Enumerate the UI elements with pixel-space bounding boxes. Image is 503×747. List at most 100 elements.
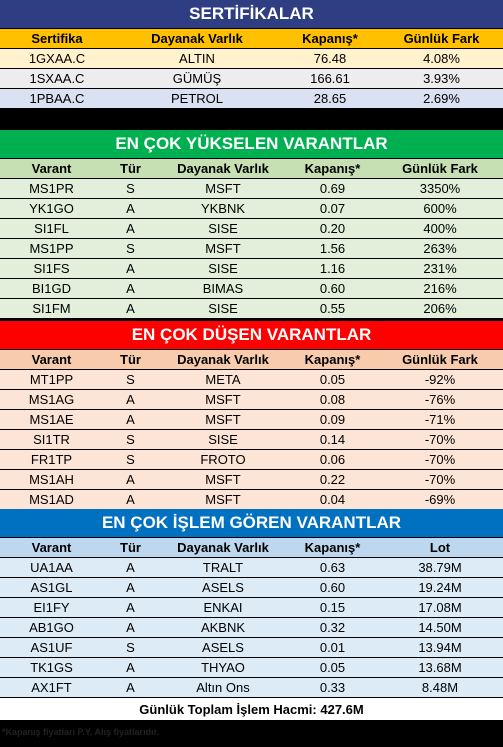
cell-underlying: ALTIN xyxy=(179,51,215,66)
cell-underlying: SISE xyxy=(208,432,238,447)
col-header-daily-change: Günlük Fark xyxy=(402,161,478,176)
cell-type: A xyxy=(126,392,135,407)
total-volume: Günlük Toplam İşlem Hacmi: 427.6M xyxy=(0,698,503,720)
cell-underlying: SISE xyxy=(208,221,238,236)
col-header-underlying: Dayanak Varlık xyxy=(177,352,269,367)
cell-close: 0.22 xyxy=(319,472,346,487)
table-row: AX1FT A Altın Ons 0.33 8.48M xyxy=(0,678,503,698)
cell-type: A xyxy=(126,660,135,675)
cell-value: 400% xyxy=(423,221,457,236)
cell-value: -71% xyxy=(424,412,456,427)
cell-warrant: SI1FM xyxy=(32,301,71,316)
cell-type: A xyxy=(126,580,135,595)
table-row: SI1FS A SISE 1.16 231% xyxy=(0,259,503,279)
cell-underlying: MSFT xyxy=(205,241,241,256)
cell-underlying: META xyxy=(205,372,241,387)
table-row: BI1GD A BIMAS 0.60 216% xyxy=(0,279,503,299)
col-header-underlying: Dayanak Varlık xyxy=(151,31,243,46)
cell-underlying: THYAO xyxy=(201,660,245,675)
cell-type: A xyxy=(126,560,135,575)
cell-close: 28.65 xyxy=(313,91,347,106)
cell-underlying: AKBNK xyxy=(200,620,246,635)
cell-close: 0.04 xyxy=(319,492,346,507)
most-active-rows: UA1AA A TRALT 0.63 38.79M AS1GL A ASELS 0.60 19.2… xyxy=(0,558,503,698)
cell-type: A xyxy=(126,680,135,695)
cell-type: S xyxy=(126,372,135,387)
cell-value: 3350% xyxy=(419,181,461,196)
cell-warrant: MS1PP xyxy=(29,241,74,256)
cell-warrant: UA1AA xyxy=(30,560,73,575)
col-header-certificate: Sertifika xyxy=(31,31,83,46)
cell-certificate: 1PBAA.C xyxy=(29,91,85,106)
table-row: AS1UF S ASELS 0.01 13.94M xyxy=(0,638,503,658)
cell-underlying: FROTO xyxy=(200,452,246,467)
most-active-title: EN ÇOK İŞLEM GÖREN VARANTLAR xyxy=(0,509,503,538)
cell-close: 0.20 xyxy=(319,221,346,236)
table-row: EI1FY A ENKAI 0.15 17.08M xyxy=(0,598,503,618)
table-row: MS1PR S MSFT 0.69 3350% xyxy=(0,179,503,199)
cell-value: -70% xyxy=(424,472,456,487)
top-gainers-section: EN ÇOK YÜKSELEN VARANTLAR Varant Tür Day… xyxy=(0,130,503,319)
cell-underlying: ASELS xyxy=(202,580,244,595)
cell-warrant: MS1AH xyxy=(29,472,74,487)
cell-type: S xyxy=(126,181,135,196)
top-losers-title: EN ÇOK DÜŞEN VARANTLAR xyxy=(0,321,503,350)
col-header-daily-change: Günlük Fark xyxy=(403,31,480,46)
cell-close: 1.56 xyxy=(319,241,346,256)
cell-type: A xyxy=(126,492,135,507)
cell-close: 166.61 xyxy=(310,71,350,86)
cell-underlying: MSFT xyxy=(205,472,241,487)
top-losers-header-row: Varant Tür Dayanak Varlık Kapanış* Günlü… xyxy=(0,350,503,370)
table-row: AB1GO A AKBNK 0.32 14.50M xyxy=(0,618,503,638)
col-header-type: Tür xyxy=(120,352,141,367)
cell-type: A xyxy=(126,201,135,216)
cell-daily-change: 3.93% xyxy=(423,71,460,86)
cell-type: S xyxy=(126,241,135,256)
cell-value: 8.48M xyxy=(421,680,459,695)
cell-value: 231% xyxy=(423,261,457,276)
cell-close: 0.08 xyxy=(319,392,346,407)
cell-warrant: SI1TR xyxy=(33,432,70,447)
cell-warrant: EI1FY xyxy=(33,600,70,615)
cell-close: 0.55 xyxy=(319,301,346,316)
cell-type: A xyxy=(126,301,135,316)
cell-value: -92% xyxy=(424,372,456,387)
col-header-underlying: Dayanak Varlık xyxy=(177,161,269,176)
cell-underlying: MSFT xyxy=(205,181,241,196)
cell-value: 13.94M xyxy=(418,640,462,655)
cell-underlying: MSFT xyxy=(205,392,241,407)
cell-type: S xyxy=(126,452,135,467)
table-row: SI1FL A SISE 0.20 400% xyxy=(0,219,503,239)
cell-underlying: SISE xyxy=(208,261,238,276)
table-row: MS1AH A MSFT 0.22 -70% xyxy=(0,470,503,490)
table-row: SI1FM A SISE 0.55 206% xyxy=(0,299,503,319)
col-header-close: Kapanış* xyxy=(304,540,361,555)
col-header-close: Kapanış* xyxy=(302,31,358,46)
table-row: SI1TR S SISE 0.14 -70% xyxy=(0,430,503,450)
table-row: 1GXAA.C ALTIN 76.48 4.08% xyxy=(0,49,503,69)
certificates-title: SERTİFİKALAR xyxy=(0,0,503,29)
cell-value: 14.50M xyxy=(418,620,462,635)
cell-daily-change: 4.08% xyxy=(423,51,460,66)
cell-underlying: TRALT xyxy=(202,560,244,575)
cell-warrant: TK1GS xyxy=(30,660,73,675)
col-header-daily-change: Günlük Fark xyxy=(402,352,478,367)
cell-value: 216% xyxy=(423,281,457,296)
cell-type: A xyxy=(126,281,135,296)
cell-close: 0.14 xyxy=(319,432,346,447)
col-header-close: Kapanış* xyxy=(304,352,361,367)
cell-warrant: AB1GO xyxy=(29,620,74,635)
cell-warrant: MS1PR xyxy=(29,181,74,196)
cell-value: 13.68M xyxy=(418,660,462,675)
cell-underlying: ASELS xyxy=(202,640,244,655)
col-header-type: Tür xyxy=(120,161,141,176)
top-gainers-title: EN ÇOK YÜKSELEN VARANTLAR xyxy=(0,130,503,159)
cell-close: 0.15 xyxy=(319,600,346,615)
top-gainers-rows: MS1PR S MSFT 0.69 3350% YK1GO A YKBNK 0.07 600% SI… xyxy=(0,179,503,319)
cell-value: -76% xyxy=(424,392,456,407)
col-header-warrant: Varant xyxy=(31,352,72,367)
cell-warrant: AS1GL xyxy=(30,580,73,595)
cell-type: A xyxy=(126,472,135,487)
cell-type: A xyxy=(126,221,135,236)
table-row: UA1AA A TRALT 0.63 38.79M xyxy=(0,558,503,578)
